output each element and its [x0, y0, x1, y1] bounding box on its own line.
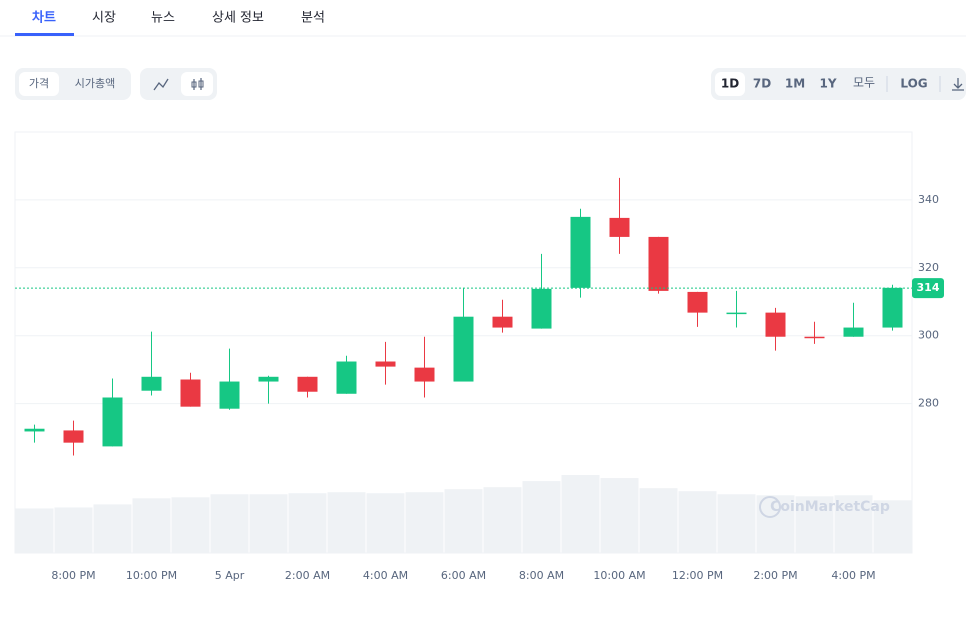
volume-bar	[54, 507, 93, 553]
log-button[interactable]: LOG	[900, 77, 927, 91]
candle-body	[24, 428, 45, 432]
x-tick-label: 10:00 AM	[593, 569, 645, 582]
range-button[interactable]: 1M	[785, 77, 805, 91]
candle-body	[609, 217, 630, 237]
tab[interactable]: 분석	[301, 11, 325, 26]
volume-bar	[561, 475, 600, 553]
range-active	[715, 72, 745, 96]
x-tick-label: 2:00 AM	[285, 569, 330, 582]
watermark: CoinMarketCap	[770, 499, 890, 515]
volume-bar	[93, 504, 132, 553]
volume-bar	[834, 495, 873, 553]
x-tick-label: 6:00 AM	[441, 569, 486, 582]
x-tick-label: 8:00 PM	[51, 569, 95, 582]
volume-bar	[600, 478, 639, 553]
candle-body	[882, 287, 903, 328]
range-button[interactable]: 1Y	[819, 77, 836, 91]
candle-body	[765, 312, 786, 337]
y-tick-label: 320	[918, 261, 939, 274]
view-button[interactable]: 시가총액	[75, 77, 115, 90]
candle-body	[453, 316, 474, 382]
y-tick-label: 340	[918, 193, 939, 206]
x-tick-label: 2:00 PM	[753, 569, 797, 582]
volume-bar	[873, 500, 912, 553]
volume-bar	[639, 488, 678, 553]
volume-bar	[366, 493, 405, 553]
candle-icon-body	[198, 80, 204, 88]
volume-bar	[522, 481, 561, 553]
volume-bar	[756, 495, 795, 553]
volume-bar	[249, 494, 288, 553]
last-price-tag	[912, 278, 944, 299]
candle-icon[interactable]	[193, 78, 202, 90]
x-tick-label: 12:00 PM	[672, 569, 723, 582]
download-icon[interactable]	[952, 78, 964, 91]
volume-bar	[327, 492, 366, 553]
candle-body	[141, 376, 162, 391]
range-button[interactable]: 7D	[753, 77, 771, 91]
volume-bar	[171, 497, 210, 553]
x-tick-label: 4:00 PM	[831, 569, 875, 582]
watermark-logo	[759, 496, 781, 518]
candle-body	[648, 236, 669, 291]
candle-icon-body	[191, 81, 197, 88]
range-toggle	[711, 68, 966, 100]
last-price-label: 314	[917, 281, 940, 294]
line-icon[interactable]	[153, 78, 169, 91]
candle-body	[843, 327, 864, 337]
candle-body	[180, 379, 201, 407]
candle-body	[570, 216, 591, 288]
type-active	[181, 72, 213, 96]
candle-body	[492, 316, 513, 328]
volume-bar	[444, 489, 483, 553]
tab[interactable]: 차트	[32, 10, 56, 26]
tab[interactable]: 뉴스	[151, 11, 175, 26]
candle-body	[531, 288, 552, 329]
candle-body	[63, 430, 84, 443]
volume-bar	[288, 493, 327, 553]
candle-body	[297, 376, 318, 392]
tab[interactable]: 시장	[92, 11, 116, 26]
plot: 280 300 320 340 8:00 PM 10:00 PM 5 Apr 2:00 AM 4…	[14, 131, 944, 582]
candle-body	[687, 291, 708, 313]
y-tick-label: 300	[918, 329, 939, 342]
candle-body	[102, 397, 123, 447]
volume-bar	[795, 496, 834, 553]
view-button[interactable]: 가격	[29, 77, 49, 90]
candle-body	[375, 361, 396, 367]
candle-body	[336, 361, 357, 394]
volume-bar	[15, 508, 54, 553]
x-tick-label: 8:00 AM	[519, 569, 564, 582]
volume-bar	[678, 491, 717, 553]
volume-bar	[210, 494, 249, 553]
candle-body	[726, 312, 747, 315]
x-tick-label: 10:00 PM	[126, 569, 177, 582]
candle-body	[258, 376, 279, 382]
candle-body	[219, 381, 240, 409]
view-active	[19, 72, 59, 96]
volume-bar	[132, 498, 171, 553]
x-tick-label: 4:00 AM	[363, 569, 408, 582]
range-button[interactable]: 1D	[721, 77, 739, 91]
range-button[interactable]: 모두	[853, 76, 875, 90]
volume-bar	[483, 487, 522, 553]
volume-bar	[717, 494, 756, 553]
tab[interactable]: 상세 정보	[212, 11, 264, 26]
candle-body	[414, 367, 435, 382]
volume-bar	[405, 492, 444, 553]
x-tick-label: 5 Apr	[215, 569, 245, 582]
y-tick-label: 280	[918, 397, 939, 410]
candle-body	[804, 336, 825, 339]
tab-underline	[15, 33, 74, 36]
